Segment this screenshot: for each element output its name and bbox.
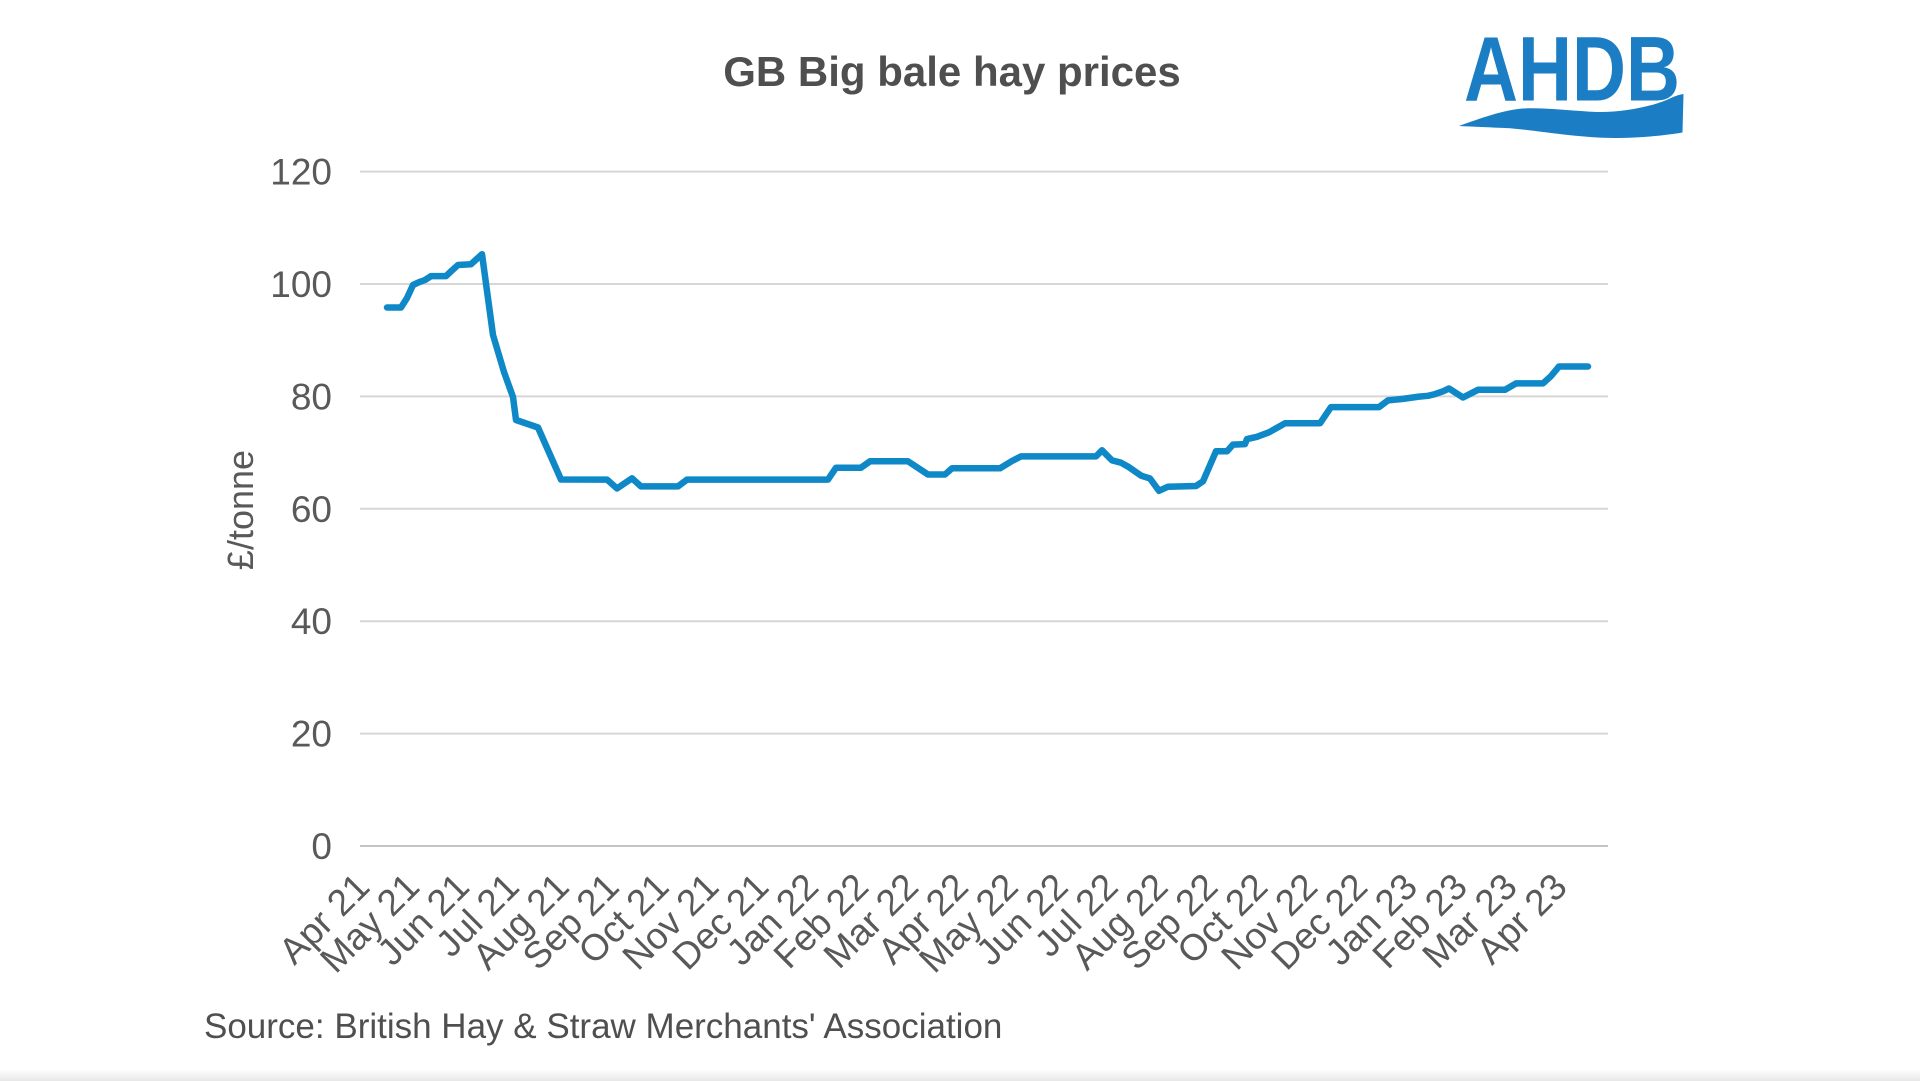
svg-text:Source: British Hay & Straw Me: Source: British Hay & Straw Merchants' A… [204, 1007, 1002, 1046]
svg-text:60: 60 [291, 489, 332, 530]
svg-text:GB Big bale hay prices: GB Big bale hay prices [723, 48, 1181, 95]
svg-text:AHDB: AHDB [1464, 19, 1680, 121]
svg-text:80: 80 [291, 376, 332, 417]
svg-text:20: 20 [291, 714, 332, 755]
svg-text:100: 100 [270, 264, 332, 305]
svg-text:40: 40 [291, 601, 332, 642]
svg-text:120: 120 [270, 152, 332, 193]
svg-text:£/tonne: £/tonne [220, 450, 261, 570]
svg-text:0: 0 [311, 826, 332, 867]
